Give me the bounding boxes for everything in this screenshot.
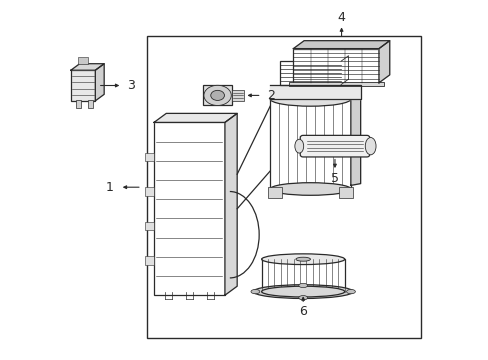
Polygon shape (224, 113, 237, 295)
Ellipse shape (270, 183, 350, 195)
Circle shape (203, 85, 231, 105)
Polygon shape (95, 64, 104, 101)
Text: 6: 6 (299, 305, 306, 318)
Bar (145, 256, 154, 265)
Polygon shape (378, 41, 389, 83)
Bar (232, 90, 244, 101)
FancyBboxPatch shape (300, 135, 369, 157)
Bar (145, 187, 154, 196)
Ellipse shape (298, 283, 307, 288)
Polygon shape (269, 85, 360, 99)
Bar (267, 187, 282, 198)
Ellipse shape (250, 289, 259, 294)
Polygon shape (154, 113, 237, 122)
Ellipse shape (261, 254, 344, 265)
Bar (88, 100, 93, 108)
Ellipse shape (253, 285, 352, 298)
Bar (288, 82, 383, 86)
Bar (269, 99, 350, 189)
Bar (154, 122, 224, 295)
Bar (78, 57, 88, 64)
Ellipse shape (295, 257, 310, 261)
Bar (145, 222, 154, 230)
Text: 1: 1 (106, 181, 114, 194)
Ellipse shape (261, 286, 344, 297)
Text: 5: 5 (330, 172, 338, 185)
Bar (338, 187, 352, 198)
Bar (203, 85, 232, 105)
Text: 4: 4 (337, 11, 345, 24)
Ellipse shape (346, 289, 355, 294)
Text: 2: 2 (267, 89, 275, 102)
Polygon shape (293, 41, 389, 49)
Bar (145, 153, 154, 161)
Ellipse shape (365, 138, 375, 155)
Bar (71, 70, 95, 101)
Ellipse shape (294, 139, 303, 153)
Ellipse shape (270, 92, 350, 106)
Bar (76, 100, 81, 108)
Bar (261, 259, 344, 292)
Polygon shape (71, 64, 104, 70)
Bar (293, 49, 378, 83)
Bar (146, 36, 420, 338)
Polygon shape (350, 94, 360, 185)
Bar (279, 61, 341, 85)
Circle shape (210, 90, 224, 100)
Text: 3: 3 (126, 79, 134, 92)
Ellipse shape (298, 296, 307, 300)
